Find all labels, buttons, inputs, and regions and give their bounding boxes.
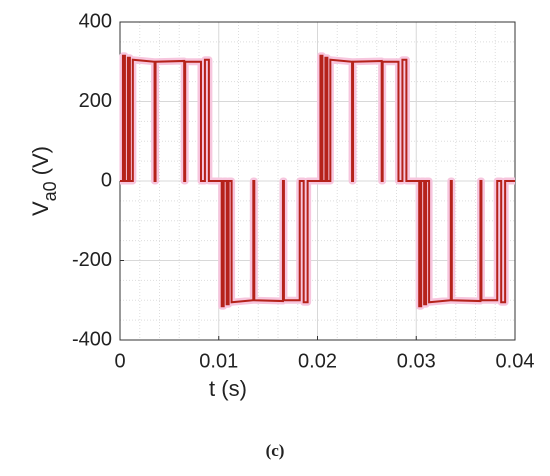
- x-axis-label: t (s): [209, 376, 247, 401]
- x-tick-label: 0: [114, 350, 125, 372]
- y-label-unit: (V): [28, 146, 53, 175]
- x-tick-label: 0.04: [496, 350, 535, 372]
- y-tick-label: 200: [79, 90, 112, 112]
- y-axis-label: Va0 (V): [28, 146, 60, 216]
- y-tick-label: 400: [79, 10, 112, 32]
- y-tick-label: 0: [101, 169, 112, 191]
- x-tick-label: 0.02: [298, 350, 337, 372]
- y-label-main: V: [28, 201, 53, 216]
- caption: (c): [266, 441, 285, 460]
- y-tick-label: -200: [72, 249, 112, 271]
- waveform-line: [120, 54, 515, 308]
- x-tick-label: 0.03: [397, 350, 436, 372]
- y-label-sub: a0: [40, 181, 60, 201]
- y-tick-label: -400: [72, 328, 112, 350]
- x-tick-label: 0.01: [199, 350, 238, 372]
